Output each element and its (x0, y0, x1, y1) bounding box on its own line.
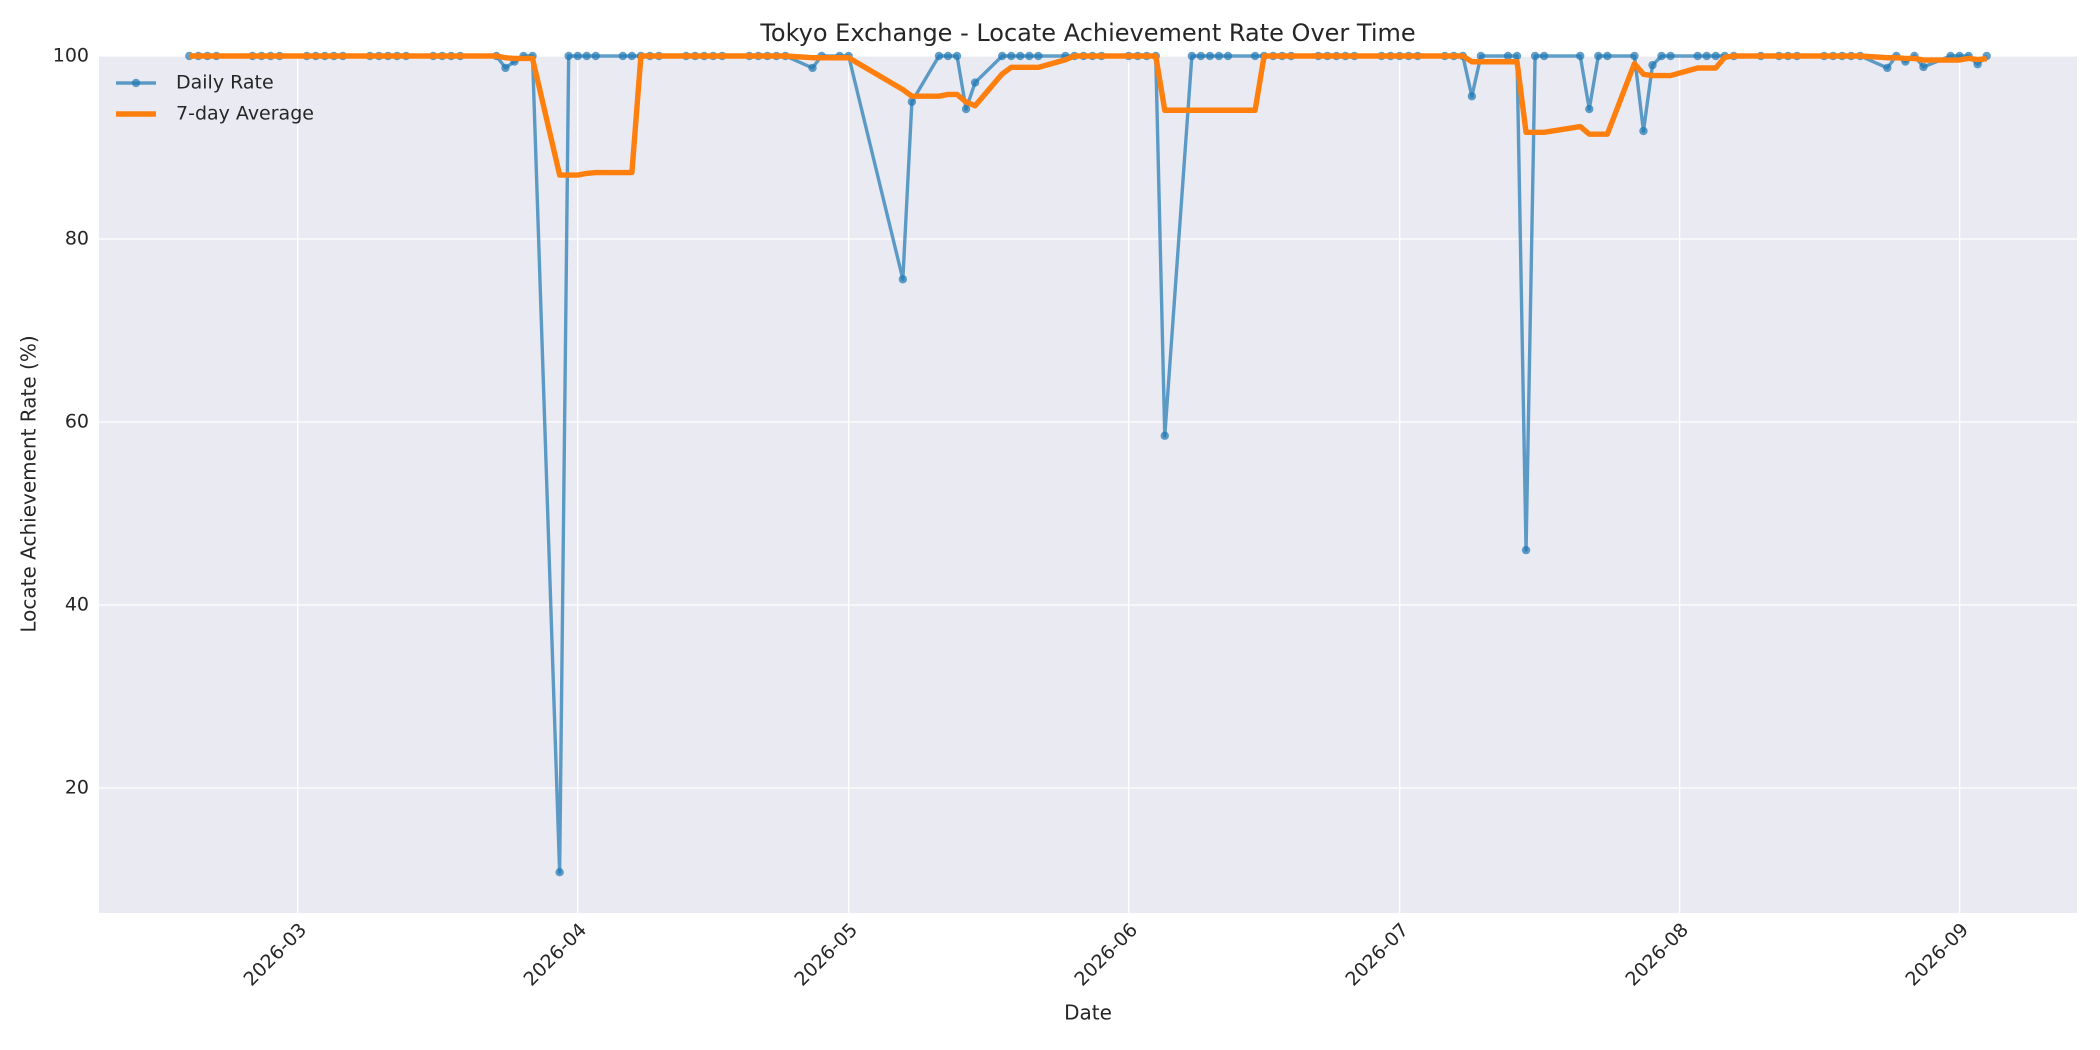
legend-marker (131, 78, 141, 88)
x-tick-label: 2026-06 (1070, 919, 1142, 991)
data-point (997, 51, 1007, 61)
data-point (1693, 51, 1702, 61)
data-point (618, 51, 628, 61)
data-point (1711, 51, 1720, 61)
x-tick-label: 2026-07 (1341, 919, 1413, 991)
data-point (1205, 51, 1215, 61)
data-point (1594, 51, 1603, 61)
data-point (1702, 51, 1711, 61)
data-point (1250, 51, 1260, 61)
data-point (1512, 51, 1522, 61)
data-point (1576, 51, 1585, 61)
data-point (961, 104, 971, 114)
data-point (591, 51, 600, 61)
data-point (1648, 60, 1657, 70)
data-point (555, 867, 564, 877)
data-point (1603, 51, 1612, 61)
y-tick-label: 100 (53, 45, 89, 67)
data-point (943, 51, 953, 61)
x-tick-label: 2026-09 (1901, 919, 1973, 991)
data-point (1187, 51, 1197, 61)
data-point (1034, 51, 1043, 61)
data-point (952, 51, 962, 61)
data-point (582, 51, 591, 61)
data-point (1973, 60, 1982, 69)
data-point (1007, 51, 1016, 61)
legend-label: 7-day Average (176, 103, 314, 125)
data-point (1883, 63, 1892, 73)
data-point (1657, 51, 1666, 61)
data-point (1919, 62, 1928, 72)
y-tick-label: 40 (65, 594, 89, 616)
data-point (934, 51, 944, 61)
data-point (1630, 51, 1639, 61)
x-tick-label: 2026-05 (790, 919, 862, 991)
data-point (1530, 51, 1540, 61)
plot-area (99, 56, 2077, 913)
data-point (1503, 51, 1513, 61)
data-point (898, 275, 908, 284)
data-point (907, 97, 917, 106)
data-point (1214, 51, 1224, 61)
x-tick-label: 2026-03 (239, 919, 311, 991)
data-point (970, 78, 980, 87)
chart-title: Tokyo Exchange - Locate Achievement Rate… (759, 19, 1415, 47)
data-point (1539, 51, 1549, 61)
data-point (1639, 126, 1648, 136)
data-point (501, 63, 510, 73)
marks (185, 51, 1991, 877)
y-tick-label: 60 (65, 411, 89, 433)
data-point (1160, 431, 1169, 440)
series-line (189, 53, 1987, 178)
data-point (564, 51, 573, 61)
data-point (1467, 92, 1477, 101)
x-axis-label: Date (1064, 1001, 1112, 1025)
legend-label: Daily Rate (176, 72, 274, 94)
data-point (1666, 51, 1675, 61)
data-point (1476, 51, 1486, 61)
y-axis-label: Locate Achievement Rate (%) (17, 335, 41, 632)
data-point (1025, 51, 1034, 61)
data-point (808, 63, 817, 73)
data-point (1016, 51, 1025, 61)
data-point (1196, 51, 1206, 61)
x-tick-label: 2026-04 (519, 919, 591, 991)
data-point (627, 51, 637, 61)
data-point (573, 51, 582, 61)
y-tick-label: 80 (65, 228, 89, 250)
data-point (1585, 104, 1594, 114)
x-tick-label: 2026-08 (1621, 919, 1693, 991)
y-tick-label: 20 (65, 777, 89, 799)
legend: Daily Rate 7-day Average (116, 72, 314, 125)
data-point (1223, 51, 1233, 61)
data-point (1521, 545, 1531, 555)
